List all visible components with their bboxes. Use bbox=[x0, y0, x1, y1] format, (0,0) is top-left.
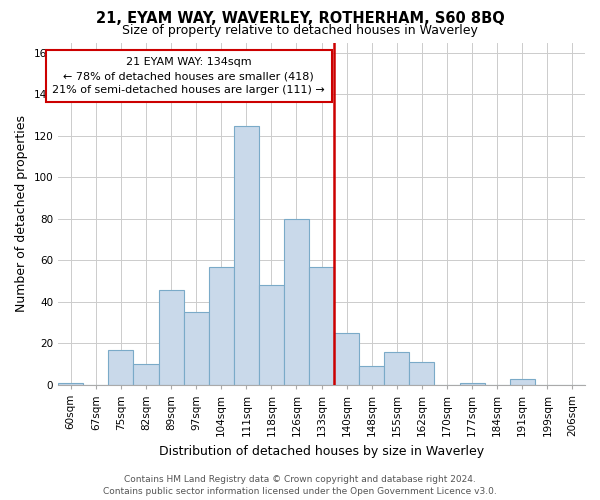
Y-axis label: Number of detached properties: Number of detached properties bbox=[15, 116, 28, 312]
Bar bbox=[133, 364, 158, 385]
Bar bbox=[259, 286, 284, 385]
Bar bbox=[334, 333, 359, 385]
Bar bbox=[309, 266, 334, 385]
Bar bbox=[510, 379, 535, 385]
Bar bbox=[359, 366, 385, 385]
Bar bbox=[284, 219, 309, 385]
Bar bbox=[460, 383, 485, 385]
Bar bbox=[158, 290, 184, 385]
Text: Size of property relative to detached houses in Waverley: Size of property relative to detached ho… bbox=[122, 24, 478, 37]
Text: Contains HM Land Registry data © Crown copyright and database right 2024.
Contai: Contains HM Land Registry data © Crown c… bbox=[103, 475, 497, 496]
Bar bbox=[209, 266, 234, 385]
Bar bbox=[409, 362, 434, 385]
Bar bbox=[385, 352, 409, 385]
Bar bbox=[184, 312, 209, 385]
Bar bbox=[58, 383, 83, 385]
Text: 21, EYAM WAY, WAVERLEY, ROTHERHAM, S60 8BQ: 21, EYAM WAY, WAVERLEY, ROTHERHAM, S60 8… bbox=[95, 11, 505, 26]
Text: 21 EYAM WAY: 134sqm
← 78% of detached houses are smaller (418)
21% of semi-detac: 21 EYAM WAY: 134sqm ← 78% of detached ho… bbox=[52, 57, 325, 95]
X-axis label: Distribution of detached houses by size in Waverley: Distribution of detached houses by size … bbox=[159, 444, 484, 458]
Bar bbox=[234, 126, 259, 385]
Bar bbox=[109, 350, 133, 385]
